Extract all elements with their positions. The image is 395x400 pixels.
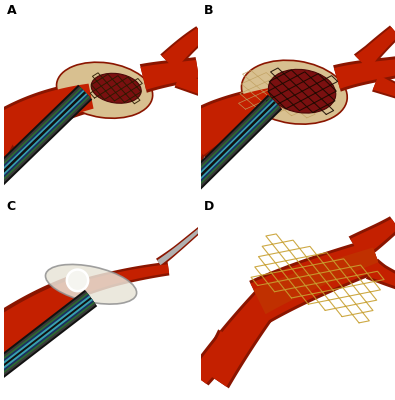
Text: D: D [204,200,214,213]
Polygon shape [0,293,95,378]
Polygon shape [186,119,219,166]
Polygon shape [191,101,276,185]
Polygon shape [79,262,169,296]
Text: B: B [204,4,214,17]
Polygon shape [0,88,90,185]
Polygon shape [0,111,28,159]
Polygon shape [250,241,380,320]
Ellipse shape [269,69,336,113]
Polygon shape [194,288,281,388]
Polygon shape [183,117,222,167]
Polygon shape [0,290,97,381]
Polygon shape [249,238,382,323]
Polygon shape [333,56,395,92]
Polygon shape [79,264,169,294]
Polygon shape [175,71,209,96]
Polygon shape [197,331,240,384]
Polygon shape [160,26,207,71]
Polygon shape [180,87,282,155]
Text: C: C [7,200,16,213]
Polygon shape [349,216,395,262]
Polygon shape [140,57,199,93]
Polygon shape [0,85,92,188]
Ellipse shape [241,60,347,124]
Polygon shape [354,26,395,71]
Polygon shape [157,222,208,265]
Polygon shape [190,100,277,186]
Polygon shape [367,261,395,289]
Polygon shape [350,219,395,259]
Polygon shape [0,89,88,184]
Polygon shape [366,258,395,292]
Polygon shape [0,294,94,376]
Polygon shape [0,296,93,375]
Polygon shape [334,59,395,89]
Polygon shape [0,297,92,373]
Polygon shape [175,69,210,98]
Polygon shape [0,84,94,147]
Polygon shape [0,318,26,369]
Polygon shape [0,320,24,368]
Polygon shape [194,329,243,386]
Polygon shape [254,248,378,314]
Polygon shape [0,81,94,149]
Polygon shape [372,73,395,100]
Polygon shape [0,274,88,368]
Polygon shape [0,291,96,379]
Polygon shape [187,98,279,189]
Polygon shape [162,28,205,70]
Polygon shape [185,95,282,192]
Polygon shape [0,278,87,365]
Polygon shape [0,91,86,181]
Polygon shape [141,60,199,90]
Polygon shape [156,221,209,267]
Polygon shape [186,96,281,190]
Polygon shape [373,75,395,99]
Ellipse shape [56,62,152,118]
Ellipse shape [67,270,88,291]
Polygon shape [196,290,279,387]
Text: A: A [7,4,17,17]
Polygon shape [355,27,395,70]
Ellipse shape [91,73,141,103]
Polygon shape [179,84,283,158]
Polygon shape [0,109,30,160]
Ellipse shape [45,264,137,304]
Polygon shape [0,90,87,182]
Polygon shape [0,86,91,186]
Polygon shape [188,99,278,188]
